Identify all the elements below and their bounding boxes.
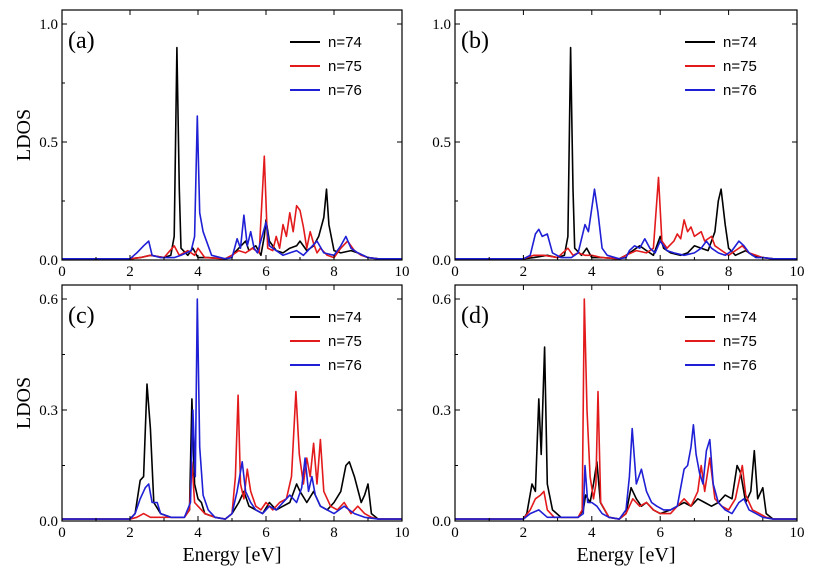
series-group xyxy=(62,46,402,260)
legend-label: n=75 xyxy=(723,58,757,75)
legend-label: n=76 xyxy=(723,357,757,374)
series-line-n-76 xyxy=(455,188,797,260)
legend-label: n=74 xyxy=(723,309,757,326)
x-tick-label: 0 xyxy=(451,264,459,280)
y-tick-label: 0.0 xyxy=(432,253,451,269)
legend-label: n=75 xyxy=(723,333,757,350)
x-tick-label: 2 xyxy=(126,525,134,541)
x-tick-label: 10 xyxy=(790,264,805,280)
y-tick-label: 1.0 xyxy=(432,17,451,33)
panel-d: 0 2 4 6 8 10 0.0 0.3 0.6 (d) n=74 n=75 n=76 Energy [e… xyxy=(432,284,805,566)
x-tick-label: 4 xyxy=(588,525,596,541)
panel-label: (c) xyxy=(68,303,95,329)
y-tick-label: 0.6 xyxy=(432,292,451,308)
x-tick-label: 4 xyxy=(194,525,202,541)
series-line-n-76 xyxy=(62,115,402,260)
legend-label: n=76 xyxy=(328,82,362,99)
series-line-n-76 xyxy=(455,424,797,520)
panel-label: (d) xyxy=(461,303,489,329)
y-tick-label: 0.3 xyxy=(432,403,451,419)
x-tick-label: 0 xyxy=(58,525,66,541)
x-tick-label: 6 xyxy=(656,525,664,541)
y-tick-label: 0.0 xyxy=(39,514,58,530)
y-tick-label: 0.5 xyxy=(432,135,451,151)
series-line-n-74 xyxy=(455,346,797,520)
x-tick-label: 8 xyxy=(330,264,338,280)
y-tick-label: 0.5 xyxy=(39,135,58,151)
y-axis-title: LDOS xyxy=(13,109,35,161)
series-group xyxy=(455,298,797,520)
legend-label: n=74 xyxy=(723,34,757,51)
legend-label: n=76 xyxy=(328,357,362,374)
x-tick-label: 0 xyxy=(451,525,459,541)
panel-b: 0 2 4 6 8 10 0.0 0.5 1.0 (b) n=74 n=75 n=76 xyxy=(432,9,805,280)
x-tick-label: 2 xyxy=(520,264,528,280)
series-group xyxy=(455,46,797,260)
y-tick-label: 0.0 xyxy=(39,253,58,269)
x-tick-label: 2 xyxy=(126,264,134,280)
x-tick-label: 2 xyxy=(520,525,528,541)
series-line-n-76 xyxy=(62,298,402,520)
panel-label: (a) xyxy=(68,28,95,54)
series-line-n-75 xyxy=(455,298,797,520)
x-tick-label: 10 xyxy=(790,525,805,541)
series-line-n-75 xyxy=(455,176,797,260)
x-tick-label: 4 xyxy=(588,264,596,280)
legend-label: n=74 xyxy=(328,34,362,51)
x-axis-title: Energy [eV] xyxy=(576,544,675,566)
series-line-n-74 xyxy=(455,46,797,260)
x-tick-label: 8 xyxy=(330,525,338,541)
x-tick-label: 8 xyxy=(725,264,733,280)
legend-label: n=75 xyxy=(328,58,362,75)
y-tick-label: 1.0 xyxy=(39,17,58,33)
panel-c: 0 2 4 6 8 10 0.0 0.3 0.6 (c) n=74 n=75 n=76 LDOS Energ… xyxy=(13,284,410,566)
x-tick-label: 6 xyxy=(262,525,270,541)
x-axis-title: Energy [eV] xyxy=(182,544,281,566)
y-tick-label: 0.6 xyxy=(39,292,58,308)
x-tick-label: 4 xyxy=(194,264,202,280)
y-tick-label: 0.0 xyxy=(432,514,451,530)
series-line-n-75 xyxy=(62,390,402,520)
series-line-n-75 xyxy=(62,155,402,260)
x-tick-label: 6 xyxy=(262,264,270,280)
panel-a: 0 2 4 6 8 10 0.0 0.5 1.0 (a) n=74 n=75 n=76 LDOS xyxy=(13,9,410,280)
legend-label: n=75 xyxy=(328,333,362,350)
x-tick-label: 0 xyxy=(58,264,66,280)
legend-label: n=76 xyxy=(723,82,757,99)
series-group xyxy=(62,298,402,520)
series-line-n-74 xyxy=(62,46,402,260)
x-tick-label: 6 xyxy=(656,264,664,280)
x-tick-label: 8 xyxy=(725,525,733,541)
x-tick-label: 10 xyxy=(395,525,410,541)
y-tick-label: 0.3 xyxy=(39,403,58,419)
legend-label: n=74 xyxy=(328,309,362,326)
y-axis-title: LDOS xyxy=(13,377,35,429)
series-line-n-74 xyxy=(62,383,402,520)
panel-label: (b) xyxy=(461,28,489,54)
x-tick-label: 10 xyxy=(395,264,410,280)
